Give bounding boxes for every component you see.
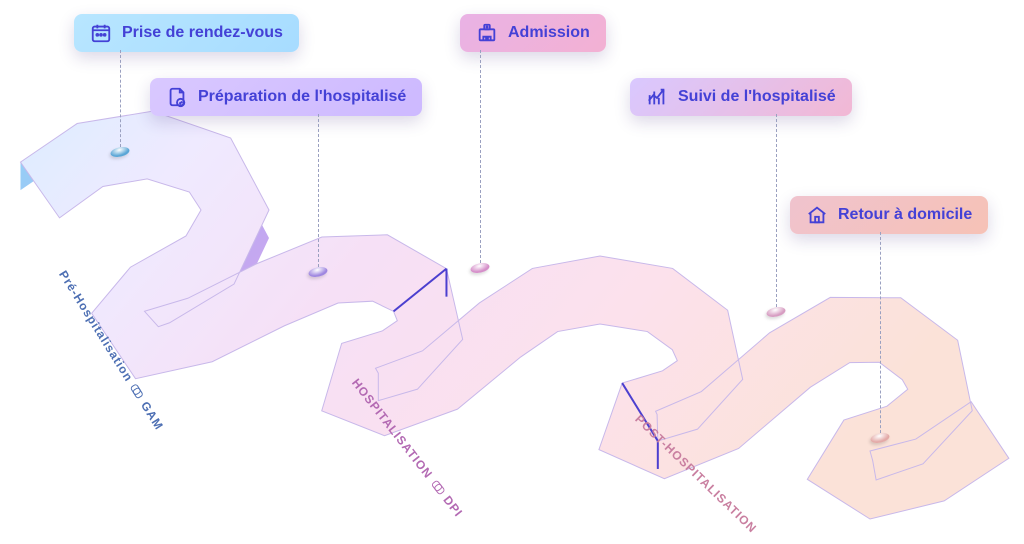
connector-appointment xyxy=(120,50,121,152)
house-icon xyxy=(806,204,828,226)
connector-admission xyxy=(480,50,481,268)
badge-admission: Admission xyxy=(460,14,606,52)
chart-up-icon xyxy=(646,86,668,108)
badge-label: Prise de rendez-vous xyxy=(122,24,283,42)
badge-label: Préparation de l'hospitalisé xyxy=(198,88,406,106)
badge-home: Retour à domicile xyxy=(790,196,988,234)
diagram-stage: Prise de rendez-vous Préparation de l'hos… xyxy=(0,0,1024,544)
document-check-icon xyxy=(166,86,188,108)
hospital-icon xyxy=(476,22,498,44)
badge-appointment: Prise de rendez-vous xyxy=(74,14,299,52)
connector-preparation xyxy=(318,114,319,272)
connector-followup xyxy=(776,114,777,312)
badge-preparation: Préparation de l'hospitalisé xyxy=(150,78,422,116)
badge-label: Admission xyxy=(508,24,590,42)
calendar-icon xyxy=(90,22,112,44)
connector-home xyxy=(880,232,881,438)
badge-label: Suivi de l'hospitalisé xyxy=(678,88,836,106)
badge-label: Retour à domicile xyxy=(838,206,972,224)
badge-followup: Suivi de l'hospitalisé xyxy=(630,78,852,116)
